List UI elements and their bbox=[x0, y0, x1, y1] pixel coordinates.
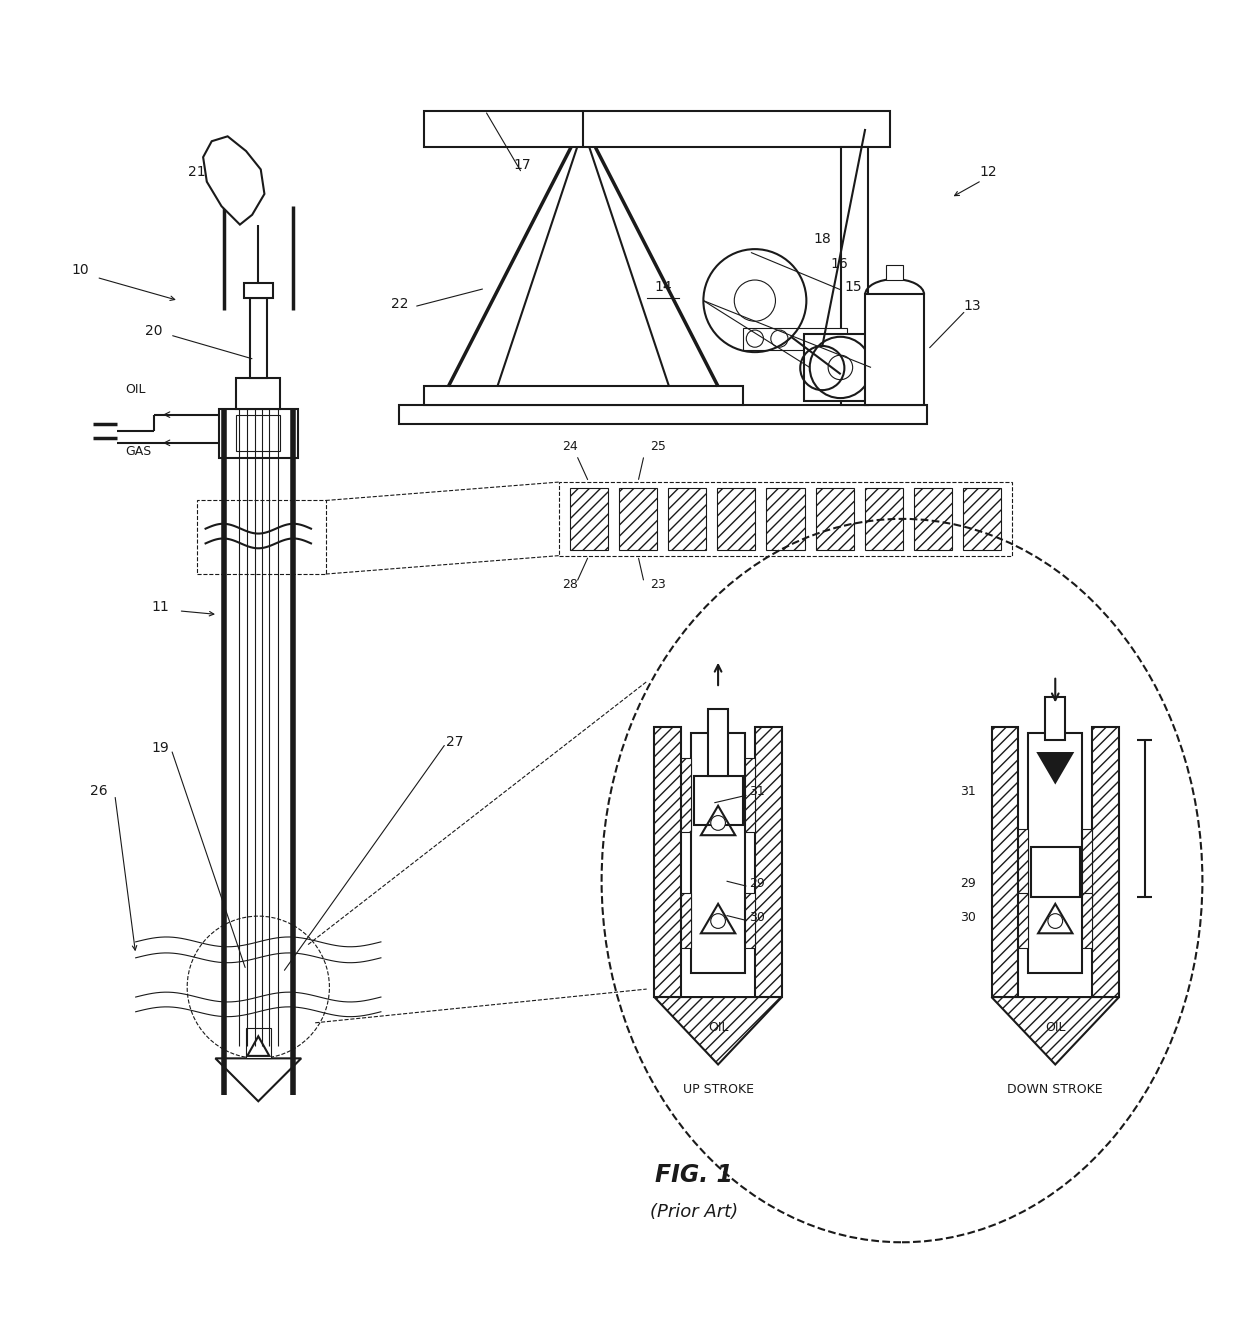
Text: 31: 31 bbox=[960, 785, 976, 798]
Bar bbox=[243, 284, 273, 298]
Text: 25: 25 bbox=[650, 440, 666, 453]
Circle shape bbox=[711, 914, 725, 928]
Bar bbox=[399, 405, 926, 425]
Text: 11: 11 bbox=[151, 599, 169, 614]
Bar bbox=[755, 727, 782, 998]
Bar bbox=[219, 409, 298, 458]
Text: 14: 14 bbox=[655, 280, 672, 294]
Circle shape bbox=[711, 815, 725, 830]
Text: 29: 29 bbox=[960, 876, 976, 890]
Text: 22: 22 bbox=[391, 297, 408, 310]
Text: 24: 24 bbox=[563, 440, 578, 453]
Text: 27: 27 bbox=[445, 735, 464, 749]
Polygon shape bbox=[203, 136, 264, 225]
Text: 16: 16 bbox=[831, 257, 848, 270]
Bar bbox=[424, 111, 890, 148]
Text: OIL: OIL bbox=[125, 384, 146, 396]
Bar bbox=[681, 892, 691, 948]
Bar bbox=[864, 489, 903, 550]
Bar bbox=[766, 489, 805, 550]
Bar bbox=[424, 386, 743, 405]
Bar bbox=[745, 892, 755, 948]
Polygon shape bbox=[1038, 753, 1073, 782]
Bar bbox=[914, 489, 952, 550]
Bar bbox=[237, 378, 280, 409]
Bar bbox=[992, 727, 1018, 998]
Bar bbox=[655, 727, 681, 998]
Text: 23: 23 bbox=[650, 578, 666, 590]
Bar bbox=[249, 298, 267, 378]
Bar bbox=[885, 265, 904, 280]
Text: 29: 29 bbox=[749, 876, 765, 890]
Circle shape bbox=[1048, 914, 1063, 928]
Text: (Prior Art): (Prior Art) bbox=[650, 1203, 738, 1220]
Bar bbox=[1018, 829, 1028, 903]
Text: 17: 17 bbox=[513, 159, 531, 172]
Text: 13: 13 bbox=[963, 300, 981, 313]
Bar bbox=[569, 489, 608, 550]
Bar bbox=[1028, 734, 1083, 972]
Text: OIL: OIL bbox=[1045, 1022, 1065, 1034]
Bar bbox=[681, 758, 691, 831]
Text: DOWN STROKE: DOWN STROKE bbox=[1007, 1083, 1104, 1095]
Text: FIG. 1: FIG. 1 bbox=[655, 1163, 733, 1187]
Bar bbox=[246, 1028, 270, 1059]
Bar bbox=[1045, 697, 1065, 739]
Text: UP STROKE: UP STROKE bbox=[682, 1083, 754, 1095]
Bar bbox=[237, 414, 280, 452]
Bar bbox=[866, 294, 924, 405]
Text: 26: 26 bbox=[91, 783, 108, 798]
Bar bbox=[717, 489, 755, 550]
Bar bbox=[745, 758, 755, 831]
Text: 15: 15 bbox=[844, 280, 862, 294]
Bar bbox=[668, 489, 707, 550]
Text: OIL: OIL bbox=[708, 1022, 728, 1034]
Bar bbox=[1083, 829, 1092, 903]
Text: 30: 30 bbox=[749, 911, 765, 924]
Text: 31: 31 bbox=[749, 785, 765, 798]
Text: 20: 20 bbox=[145, 324, 162, 338]
Bar bbox=[1030, 847, 1080, 896]
Bar bbox=[691, 734, 745, 972]
Text: 28: 28 bbox=[563, 578, 578, 590]
Bar bbox=[1083, 892, 1092, 948]
Polygon shape bbox=[992, 998, 1118, 1064]
Bar bbox=[963, 489, 1002, 550]
Text: 21: 21 bbox=[188, 165, 206, 178]
Text: 30: 30 bbox=[960, 911, 976, 924]
Bar bbox=[559, 482, 1012, 555]
Polygon shape bbox=[655, 998, 782, 1064]
Text: GAS: GAS bbox=[125, 445, 151, 458]
Text: 18: 18 bbox=[813, 232, 832, 246]
Bar bbox=[841, 148, 868, 405]
Text: 12: 12 bbox=[980, 165, 997, 178]
Bar bbox=[708, 709, 728, 777]
Bar bbox=[619, 489, 657, 550]
Text: 10: 10 bbox=[72, 262, 89, 277]
Bar bbox=[804, 334, 908, 401]
Bar bbox=[693, 777, 743, 826]
Text: 19: 19 bbox=[151, 741, 169, 755]
Bar bbox=[1018, 892, 1028, 948]
Bar bbox=[197, 501, 326, 574]
Bar bbox=[816, 489, 854, 550]
Bar bbox=[743, 328, 847, 350]
Bar bbox=[1092, 727, 1118, 998]
